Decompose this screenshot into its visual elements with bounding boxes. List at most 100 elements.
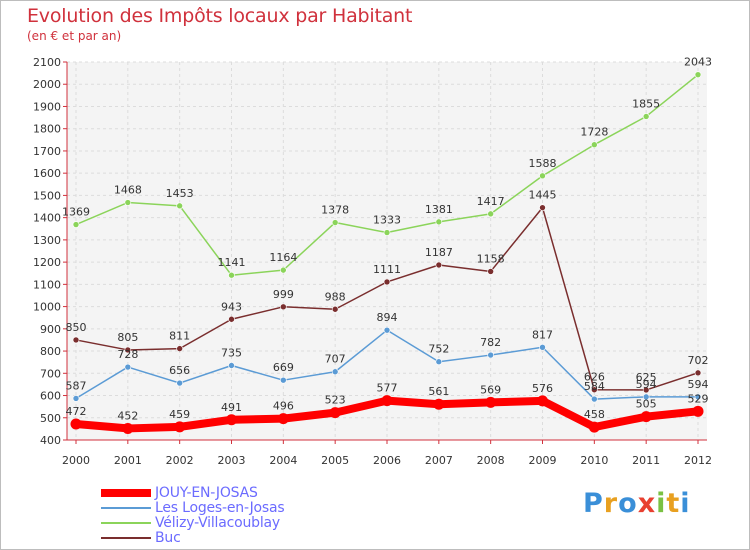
data-point	[539, 343, 546, 351]
data-label: 728	[117, 348, 138, 361]
data-point	[228, 271, 235, 279]
data-point	[331, 368, 339, 376]
data-point	[435, 218, 443, 226]
y-tick-label: 900	[40, 323, 61, 336]
y-tick-label: 800	[40, 345, 61, 358]
y-tick-label: 1200	[33, 256, 61, 269]
legend-swatch	[101, 488, 151, 497]
logo-letter: t	[666, 488, 681, 519]
data-point	[331, 219, 339, 226]
data-label: 735	[221, 347, 242, 360]
data-label: 459	[169, 408, 190, 421]
data-point	[642, 386, 650, 394]
data-point	[383, 229, 391, 236]
data-label: 817	[532, 328, 553, 341]
data-label: 988	[325, 290, 346, 303]
data-point	[537, 395, 548, 407]
data-label: 1453	[166, 187, 194, 200]
logo-letter: P	[583, 488, 604, 519]
data-point	[487, 210, 494, 218]
data-label: 576	[532, 382, 553, 395]
y-tick-label: 1600	[33, 167, 61, 180]
x-tick-label: 2006	[373, 454, 401, 467]
data-point	[383, 278, 391, 286]
data-point	[280, 376, 287, 384]
data-point	[174, 421, 186, 433]
legend-swatch	[101, 536, 151, 539]
logo-letter: i	[680, 488, 691, 519]
data-label: 529	[688, 392, 709, 405]
data-point	[122, 422, 134, 434]
data-point	[539, 204, 546, 211]
legend-swatch	[101, 506, 151, 509]
x-tick-label: 2002	[166, 454, 194, 467]
data-label: 1333	[373, 214, 401, 227]
data-label: 1164	[269, 251, 297, 264]
data-label: 505	[636, 398, 657, 411]
x-tick-label: 2004	[269, 454, 297, 467]
y-tick-label: 1700	[33, 145, 61, 158]
data-point	[487, 268, 494, 275]
data-label: 452	[117, 409, 138, 422]
y-tick-label: 1500	[33, 189, 61, 202]
y-tick-label: 1900	[33, 100, 61, 113]
legend-label: JOUY-EN-JOSAS	[155, 484, 258, 501]
y-tick-label: 1300	[33, 234, 61, 247]
legend-label: Buc	[155, 529, 181, 546]
legend-label: Les Loges-en-Josas	[155, 499, 285, 516]
data-point	[487, 351, 494, 359]
data-point	[591, 141, 598, 149]
data-point	[72, 395, 80, 402]
data-label: 782	[480, 336, 501, 349]
legend-item: Les Loges-en-Josas	[101, 499, 285, 516]
logo-letter: o	[618, 488, 638, 519]
logo-letter: x	[637, 488, 657, 519]
data-point	[124, 199, 132, 206]
data-point	[72, 336, 80, 344]
data-label: 1445	[529, 189, 557, 202]
x-tick-label: 2003	[218, 454, 246, 467]
data-point	[640, 411, 652, 423]
data-point	[694, 71, 702, 78]
x-tick-label: 2009	[529, 454, 557, 467]
data-point	[692, 405, 704, 417]
data-point	[591, 386, 598, 394]
data-label: 811	[169, 330, 190, 343]
data-label: 1369	[62, 206, 90, 219]
data-point	[485, 396, 497, 408]
data-label: 458	[584, 408, 605, 421]
data-label: 943	[221, 300, 242, 313]
data-label: 1728	[580, 126, 608, 139]
y-tick-label: 1000	[33, 301, 61, 314]
data-label: 587	[66, 379, 87, 392]
data-label: 472	[66, 405, 87, 418]
y-tick-label: 1100	[33, 278, 61, 291]
data-label: 1187	[425, 246, 453, 259]
data-point	[381, 395, 393, 407]
data-point	[331, 305, 339, 313]
data-label: 669	[273, 361, 294, 374]
data-point	[124, 346, 132, 354]
data-point	[124, 363, 132, 371]
y-tick-label: 2100	[33, 56, 61, 69]
data-label: 594	[688, 378, 709, 391]
data-label: 1468	[114, 184, 142, 197]
data-point	[694, 393, 702, 401]
x-tick-label: 2007	[425, 454, 453, 467]
data-label: 702	[688, 354, 709, 367]
data-point	[72, 221, 80, 228]
data-label: 1588	[529, 157, 557, 170]
y-tick-label: 500	[40, 412, 61, 425]
data-label: 1855	[632, 97, 660, 110]
data-label: 561	[428, 385, 449, 398]
data-label: 894	[377, 311, 398, 324]
data-point	[226, 414, 237, 426]
data-label: 1141	[218, 256, 246, 269]
x-tick-label: 2005	[321, 454, 349, 467]
legend-item: JOUY-EN-JOSAS	[101, 484, 284, 501]
data-point	[280, 303, 287, 311]
data-label: 584	[584, 380, 605, 393]
chart-title: Evolution des Impôts locaux par Habitant	[27, 5, 413, 27]
data-point	[280, 266, 287, 274]
proxiti-logo: Proxiti	[583, 488, 691, 519]
